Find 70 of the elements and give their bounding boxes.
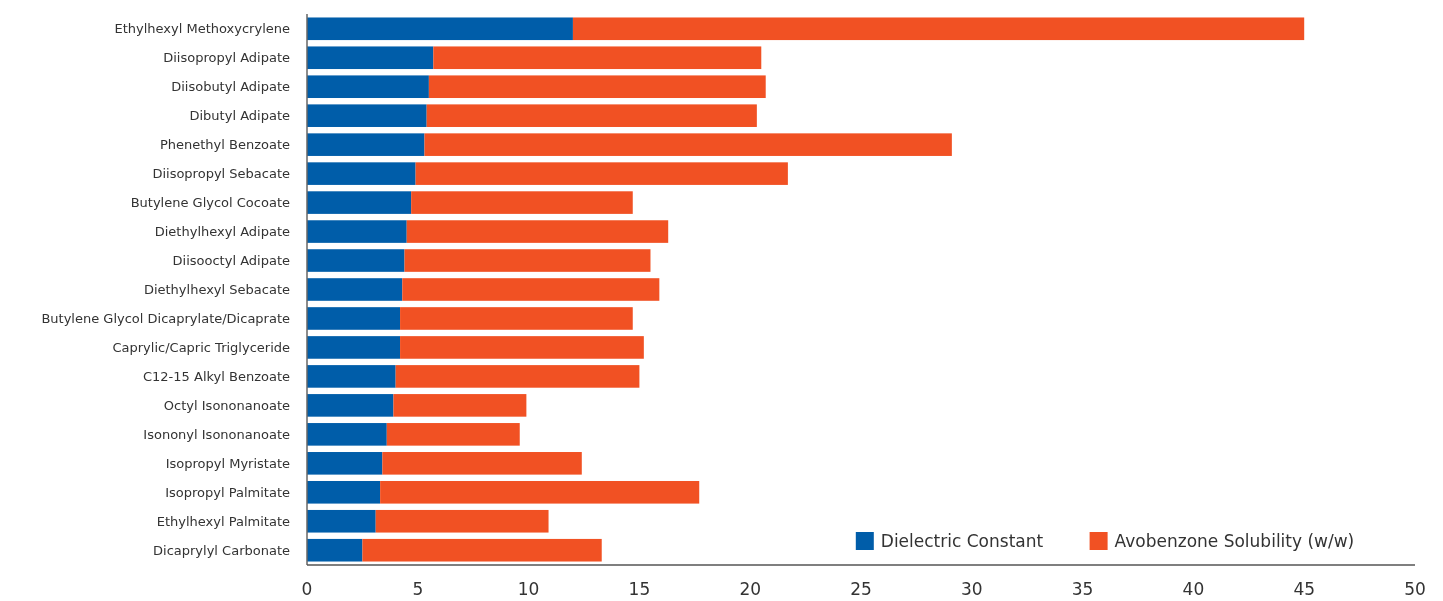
bar: [362, 538, 602, 562]
bar: [307, 191, 412, 214]
x-tick-label: 25: [850, 579, 872, 599]
y-tick-label: Diisopropyl Sebacate: [152, 166, 290, 182]
bar: [406, 220, 669, 243]
y-tick-label: Ethylhexyl Methoxycrylene: [114, 21, 290, 37]
bar: [393, 394, 527, 417]
bar: [307, 75, 429, 99]
legend-label: Avobenzone Solubility (w/w): [1114, 530, 1355, 551]
x-tick-label: 35: [1071, 579, 1094, 599]
x-tick-label: 15: [628, 579, 651, 599]
bar: [307, 365, 396, 388]
y-tick-label: Diisooctyl Adipate: [172, 253, 290, 269]
bar: [307, 480, 381, 504]
x-tick-label: 0: [301, 579, 313, 599]
bar: [307, 104, 427, 127]
x-tick-label: 30: [960, 579, 983, 599]
x-tick-label: 50: [1404, 579, 1426, 599]
y-tick-label: Isononyl Isononanoate: [143, 426, 290, 442]
y-tick-label: Diisopropyl Adipate: [163, 50, 290, 66]
y-tick-label: Butylene Glycol Dicaprylate/Dicaprate: [41, 311, 290, 327]
bar: [404, 249, 651, 272]
bar: [428, 75, 766, 99]
y-tick-label: Diethylhexyl Adipate: [154, 224, 290, 240]
y-tick-label: Dicaprylyl Carbonate: [153, 542, 290, 558]
bar: [307, 17, 573, 41]
bar: [415, 162, 788, 185]
x-tick-label: 45: [1293, 579, 1316, 599]
bar: [426, 104, 757, 127]
y-tick-label: Ethylhexyl Palmitate: [156, 513, 290, 529]
y-tick-label: C12-15 Alkyl Benzoate: [143, 368, 290, 384]
bar: [402, 278, 660, 301]
y-tick-label: Diethylhexyl Sebacate: [143, 282, 290, 298]
bar: [386, 423, 520, 446]
y-tick-label: Dibutyl Adipate: [189, 108, 290, 124]
bar: [307, 394, 394, 417]
bar: [307, 220, 407, 243]
bar: [307, 307, 401, 330]
y-tick-label: Diisobutyl Adipate: [171, 79, 290, 95]
bar: [424, 133, 952, 156]
bar: [433, 46, 762, 70]
bar: [395, 365, 640, 388]
y-tick-label: Butylene Glycol Cocoate: [130, 195, 290, 211]
bar: [307, 133, 425, 156]
bar: [307, 162, 416, 185]
bar: [307, 423, 387, 446]
legend-label: Dielectric Constant: [880, 530, 1044, 551]
y-tick-label: Isopropyl Palmitate: [165, 484, 290, 500]
y-tick-label: Caprylic/Capric Triglyceride: [112, 339, 290, 355]
x-tick-label: 40: [1182, 579, 1205, 599]
bar: [307, 336, 401, 359]
bar: [572, 17, 1305, 41]
bar: [400, 336, 644, 359]
bar: [375, 509, 549, 533]
bar: [307, 509, 376, 533]
x-tick-label: 20: [739, 579, 762, 599]
bar: [380, 480, 700, 504]
bar: [307, 249, 405, 272]
bar: [411, 191, 633, 214]
y-tick-label: Phenethyl Benzoate: [159, 137, 290, 153]
bar: [307, 278, 403, 301]
bar: [400, 307, 633, 330]
bar: [307, 538, 363, 562]
bar: [382, 452, 582, 475]
y-tick-label: Isopropyl Myristate: [165, 455, 290, 471]
x-tick-label: 10: [517, 579, 540, 599]
x-tick-label: 5: [412, 579, 424, 599]
y-tick-label: Octyl Isononanoate: [163, 397, 290, 413]
bar: [307, 452, 383, 475]
bar: [307, 46, 434, 70]
